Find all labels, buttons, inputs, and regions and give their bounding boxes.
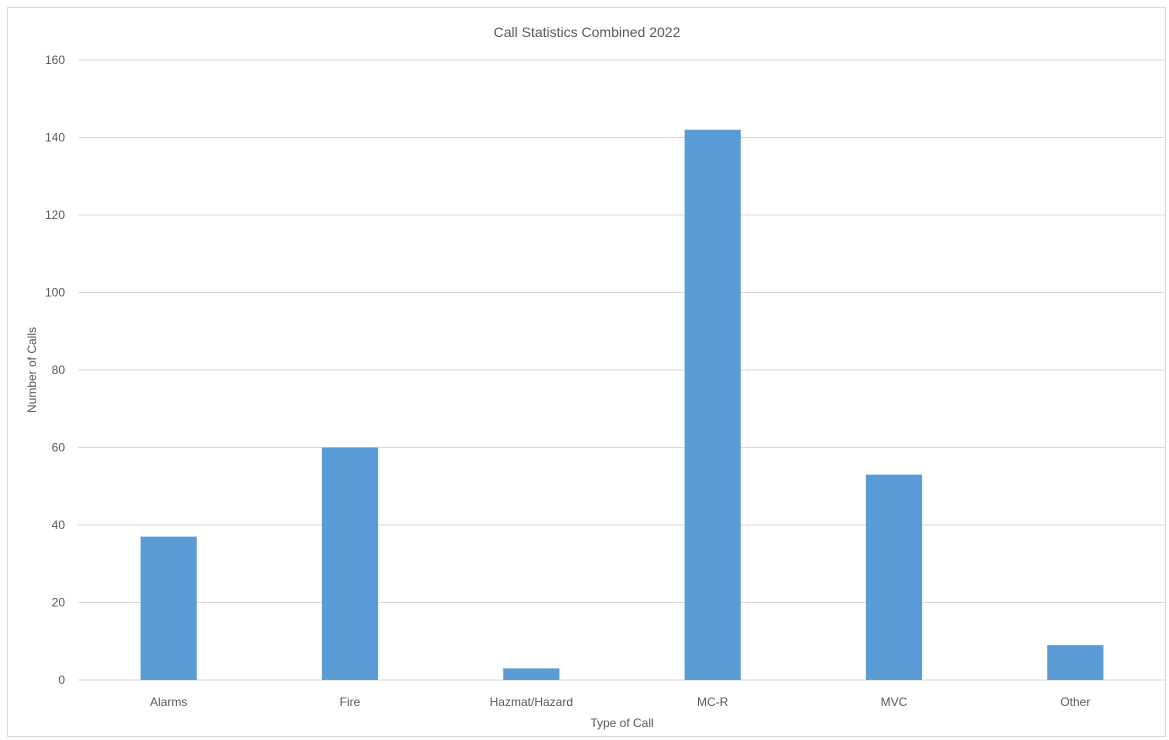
bar-alarms bbox=[140, 536, 197, 680]
y-tick-label: 20 bbox=[52, 596, 66, 610]
chart-frame bbox=[7, 7, 1166, 737]
x-tick-label: Other bbox=[1060, 695, 1090, 709]
y-tick-label: 0 bbox=[58, 673, 65, 687]
y-tick-label: 40 bbox=[52, 518, 66, 532]
y-axis-ticks: 0 20 40 60 80 100 120 140 160 bbox=[45, 53, 65, 687]
bar-other bbox=[1047, 645, 1104, 680]
y-tick-label: 80 bbox=[52, 363, 66, 377]
y-tick-label: 60 bbox=[52, 441, 66, 455]
y-tick-label: 120 bbox=[45, 208, 65, 222]
bar-mvc bbox=[865, 474, 923, 680]
x-tick-label: MC-R bbox=[697, 695, 729, 709]
bar-fire bbox=[321, 447, 379, 680]
x-tick-label: Fire bbox=[340, 695, 361, 709]
x-axis-ticks: Alarms Fire Hazmat/Hazard MC-R MVC Other bbox=[150, 695, 1090, 709]
bars bbox=[140, 129, 1104, 680]
y-tick-label: 160 bbox=[45, 53, 65, 67]
y-tick-label: 100 bbox=[45, 286, 65, 300]
x-tick-label: Alarms bbox=[150, 695, 187, 709]
x-axis-label: Type of Call bbox=[590, 716, 653, 730]
bar-hazmat-hazard bbox=[503, 668, 560, 680]
chart-title: Call Statistics Combined 2022 bbox=[494, 24, 681, 40]
y-axis-label: Number of Calls bbox=[25, 327, 39, 413]
x-tick-label: Hazmat/Hazard bbox=[490, 695, 573, 709]
bar-mc-r bbox=[684, 129, 741, 680]
x-tick-label: MVC bbox=[881, 695, 908, 709]
y-tick-label: 140 bbox=[45, 131, 65, 145]
gridlines bbox=[78, 59, 1166, 681]
